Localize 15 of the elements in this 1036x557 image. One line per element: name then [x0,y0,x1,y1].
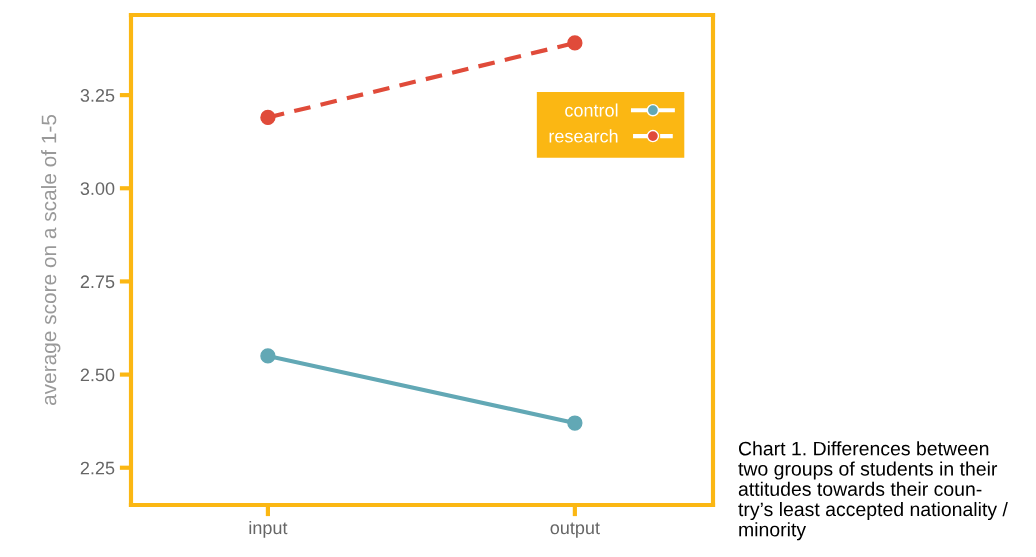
point [567,415,583,431]
legend-label: research [549,129,618,143]
x-tick-label: input [249,520,288,538]
y-tick-label: 3.00 [80,182,115,195]
y-tick-label: 2.50 [80,368,115,382]
y-tick-label: 2.25 [80,461,115,475]
y-axis-title: average score on a scale of 1-5 [41,114,61,406]
point [260,109,276,126]
point [260,348,276,364]
legend-label: control [565,103,618,117]
caption: Chart 1. Differences between two groups of students in their attitudes towards their coun- try’s least accepted nationality / minority [738,441,1008,541]
y-tick-label: 3.25 [80,89,115,102]
point [567,35,583,51]
y-tick-label: 2.75 [80,275,115,289]
x-tick-label: output [550,522,600,538]
